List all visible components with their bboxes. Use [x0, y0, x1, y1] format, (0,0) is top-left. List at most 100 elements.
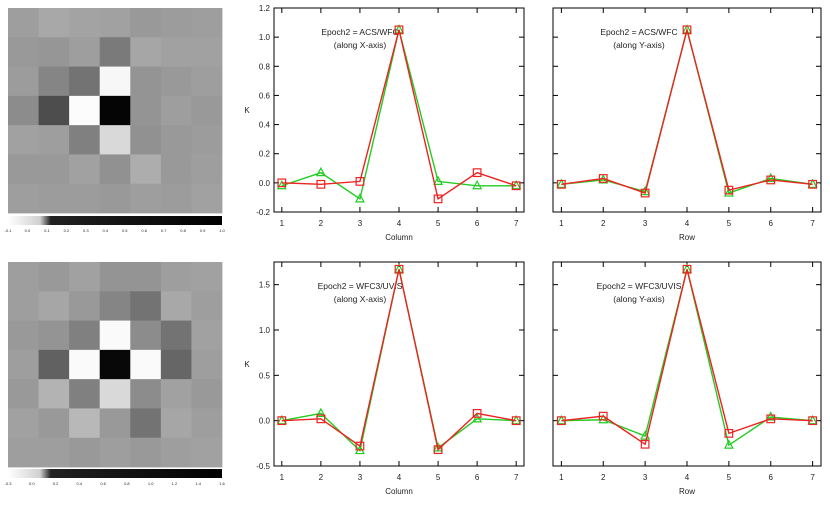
data-point-square [394, 25, 404, 35]
x-tick-label: 1 [280, 219, 285, 228]
series-line-red-squares [561, 27, 813, 194]
kernel-pixel [8, 379, 39, 409]
kernel-pixel [8, 125, 39, 155]
colorbar-tick-label: 0.2 [53, 481, 59, 486]
kernel-pixel [130, 66, 162, 97]
y-tick-label: 0.2 [259, 150, 271, 159]
data-point-square [808, 179, 818, 189]
kernel-pixel [160, 37, 192, 67]
y-tick-label: 1.2 [259, 4, 271, 13]
colorbar [8, 469, 222, 478]
data-point-triangle [276, 179, 287, 190]
x-tick-label: 1 [559, 219, 564, 228]
kernel-pixel [38, 37, 70, 67]
kernel-pixel [8, 437, 39, 468]
kernel-pixel [38, 320, 70, 351]
x-tick-label: 2 [319, 473, 324, 482]
kernel-pixel [69, 437, 101, 468]
x-tick-label: 4 [397, 473, 402, 482]
kernel-pixel [99, 291, 131, 321]
kernel-pixel [38, 262, 70, 292]
colorbar-tick-label: 0.4 [77, 481, 83, 486]
x-tick-label: 2 [601, 219, 606, 228]
kernel-pixel [8, 262, 39, 292]
y-tick-label: 0.4 [259, 121, 271, 130]
colorbar-tick-label: 0.0 [25, 228, 31, 233]
y-tick-label: -0.5 [256, 462, 270, 471]
kernel-pixel [130, 154, 162, 185]
x-tick-label: 3 [643, 473, 648, 482]
colorbar-tick-label: 0.6 [100, 481, 106, 486]
panel-title: Epoch2 = WFC3/UVIS [318, 281, 403, 291]
kernel-pixel [38, 437, 70, 468]
colorbar-tick-label: 0.7 [161, 228, 167, 233]
kernel-pixel [38, 183, 70, 214]
x-tick-label: 7 [810, 473, 815, 482]
data-point-square [316, 414, 326, 424]
kernel-pixel [69, 37, 101, 67]
kernel-pixel [191, 95, 223, 126]
y-tick-label: 0.6 [259, 91, 271, 100]
colorbar-tick-label: 0.4 [102, 228, 108, 233]
kernel-pixel [8, 291, 39, 321]
kernel-pixel [160, 437, 192, 468]
series-line-red-squares [281, 269, 517, 452]
data-point-square [724, 428, 734, 438]
data-point-square [682, 264, 692, 274]
data-point-triangle [472, 413, 483, 423]
colorbar-tick-label: 1.0 [219, 228, 225, 233]
kernel-pixel [99, 262, 131, 292]
kernel-pixel [8, 183, 39, 214]
kernel-pixel [160, 262, 192, 292]
kernel-pixel [99, 349, 131, 380]
x-tick-label: 4 [685, 219, 690, 228]
data-point-square [277, 178, 287, 188]
colorbar-tick-label: 1.4 [195, 481, 201, 486]
kernel-pixel [38, 379, 70, 409]
plot-frame [552, 261, 822, 467]
x-tick-label: 6 [769, 473, 774, 482]
kernel-pixel [160, 183, 192, 214]
kernel-pixel [69, 8, 101, 38]
y-tick-label: 0.0 [259, 179, 271, 188]
colorbar-tick-label: 1.2 [172, 481, 178, 486]
data-point-triangle [433, 175, 444, 185]
kernel-pixel [130, 95, 162, 126]
kernel-pixel [69, 379, 101, 409]
kernel-pixel [38, 125, 70, 155]
x-tick-label: 2 [319, 219, 324, 228]
kernel-pixel [69, 291, 101, 321]
kernel-pixel [38, 66, 70, 97]
kernel-pixel [8, 8, 39, 38]
kernel-pixel [99, 154, 131, 185]
kernel-pixel [160, 349, 192, 380]
x-tick-label: 4 [397, 219, 402, 228]
kernel-pixel [99, 37, 131, 67]
kernel-pixel [160, 379, 192, 409]
kernel-pixel [130, 437, 162, 468]
kernel-pixel [191, 437, 223, 468]
data-point-square [472, 168, 482, 178]
kernel-pixel [8, 154, 39, 185]
kernel-pixel [99, 125, 131, 155]
kernel-pixel [160, 291, 192, 321]
colorbar-tick-label: 0.6 [141, 228, 147, 233]
kernel-pixel [8, 408, 39, 439]
kernel-pixel [160, 8, 192, 38]
data-point-square [355, 441, 365, 451]
y-tick-label: 0.5 [259, 371, 271, 380]
data-point-square [355, 177, 365, 186]
panel-subtitle: (along Y-axis) [613, 40, 665, 50]
data-point-square [277, 416, 287, 426]
kernel-pixel [69, 262, 101, 292]
x-tick-label: 1 [559, 473, 564, 482]
x-tick-label: 5 [436, 473, 441, 482]
kernel-pixel [130, 183, 162, 214]
kernel-pixel [160, 154, 192, 185]
data-point-square [433, 445, 443, 455]
data-point-triangle [640, 185, 651, 196]
x-tick-label: 2 [601, 473, 606, 482]
kernel-pixel [8, 66, 39, 97]
kernel-pixel [160, 95, 192, 126]
colorbar [8, 216, 222, 225]
